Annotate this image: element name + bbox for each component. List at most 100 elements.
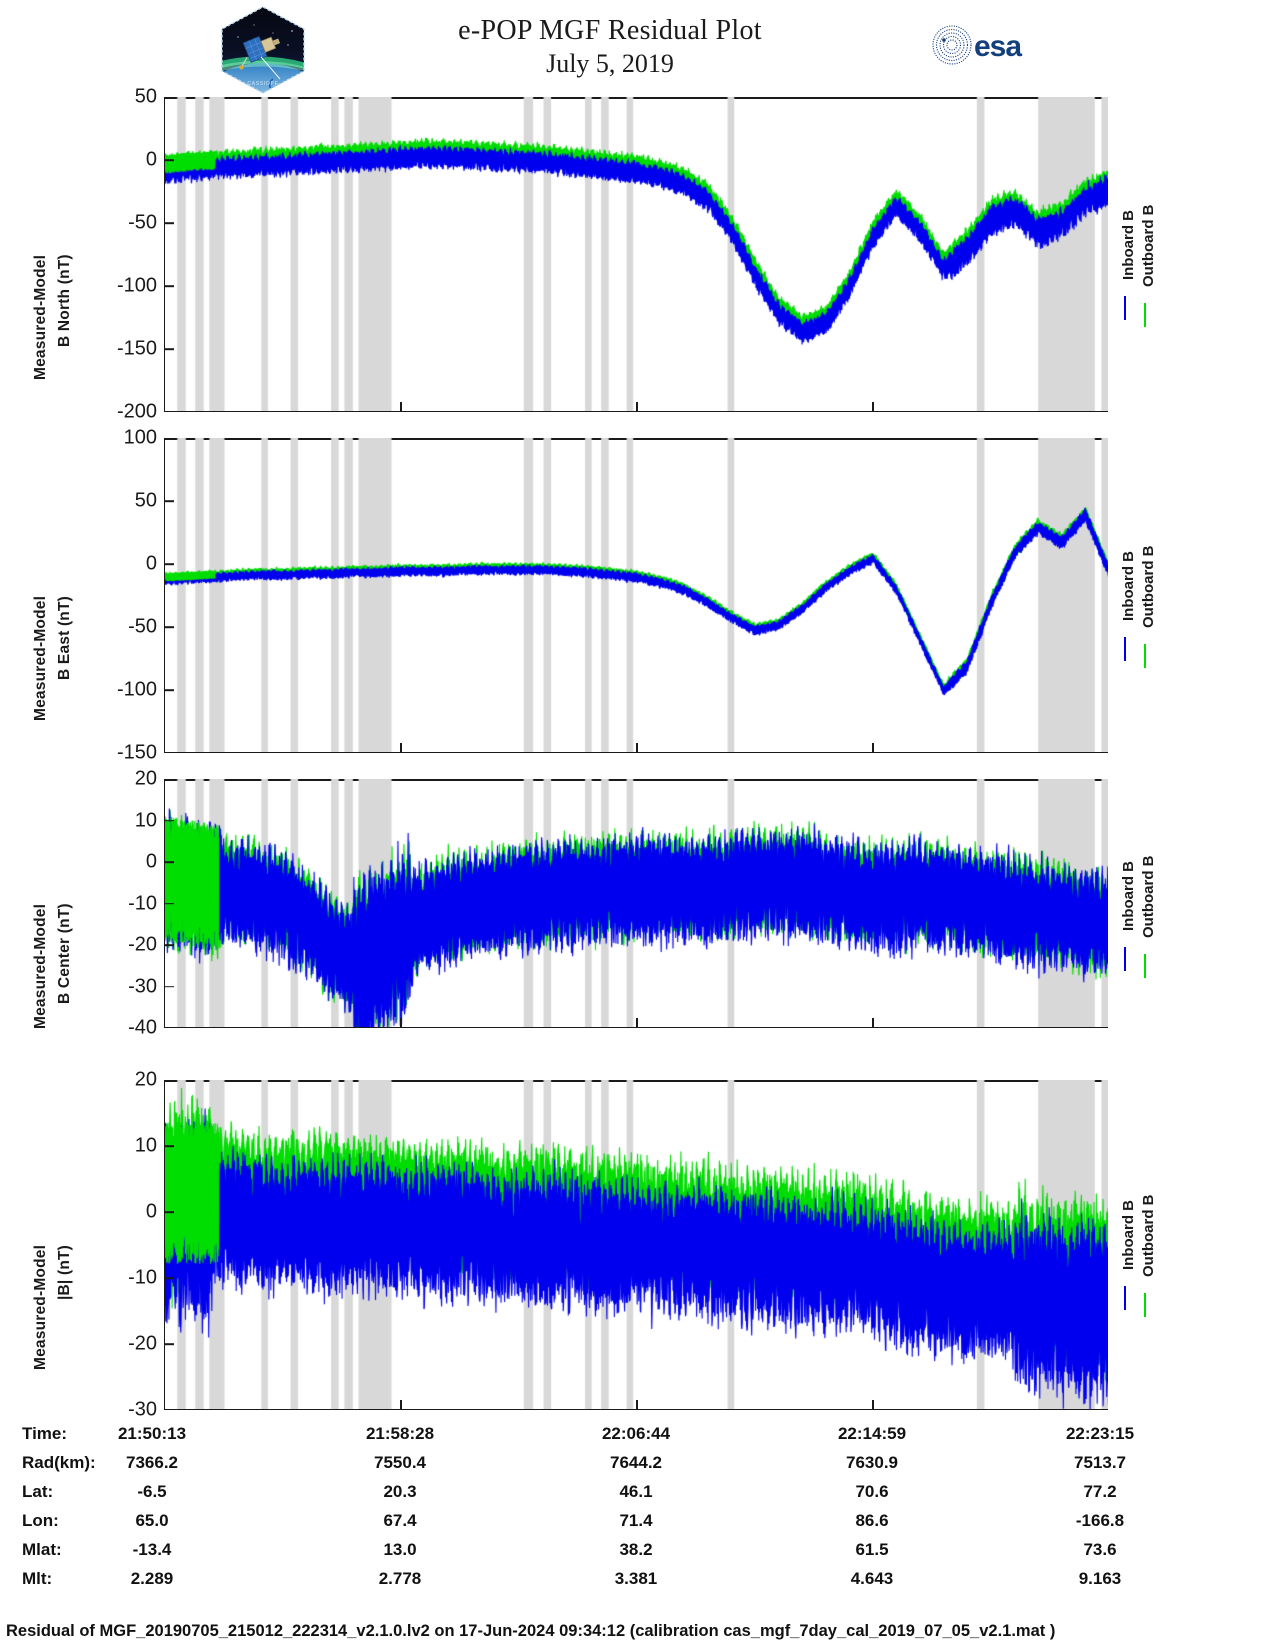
xtick-mark	[400, 1018, 402, 1027]
xtick-mark	[872, 1018, 874, 1027]
table-cell: 13.0	[383, 1540, 417, 1559]
footer-caption: Residual of MGF_20190705_215012_222314_v…	[6, 1622, 1056, 1640]
ytick-label: -30	[128, 975, 157, 997]
table-cell: 67.4	[383, 1511, 417, 1530]
legend-label-inboard: Inboard B	[1120, 861, 1137, 932]
page-title: e-POP MGF Residual Plot July 5, 2019	[330, 14, 890, 80]
table-cell: 20.3	[383, 1482, 417, 1501]
xtick-mark	[400, 743, 402, 752]
panel-b-center: Measured-Model B Center (nT) 20 10 0 -10 -20…	[32, 768, 1157, 1039]
ytick-mark	[165, 944, 174, 946]
axis-label-b-center: Measured-Model	[32, 903, 49, 1029]
axis-label-b-east: Measured-Model	[32, 595, 49, 721]
ytick-label: 0	[145, 850, 157, 873]
ytick-mark	[165, 902, 174, 905]
ytick-mark	[165, 1211, 174, 1213]
ytick-label: -30	[128, 1398, 157, 1421]
legend-swatch-inboard	[1124, 947, 1127, 972]
table-cell: 70.6	[855, 1482, 889, 1501]
table-row-label: Lon:	[22, 1511, 59, 1530]
table-cell: 9.163	[1078, 1569, 1122, 1588]
ytick-mark	[165, 689, 174, 691]
ytick-label: -100	[116, 678, 157, 701]
table-row-label: Time:	[22, 1424, 68, 1443]
legend-label-outboard: Outboard B	[1140, 855, 1157, 938]
ytick-label: -50	[128, 615, 157, 638]
mission-patch-label: CASSIOPE	[247, 81, 278, 87]
axis-label-b-north-2: B North (nT)	[56, 254, 73, 348]
table-cell: 2.778	[378, 1569, 422, 1588]
ytick-mark	[165, 819, 174, 822]
table-row-label: Mlt:	[22, 1569, 53, 1588]
xtick-mark	[872, 1400, 874, 1409]
cassiope-mission-patch-icon: CASSIOPE	[218, 5, 308, 95]
ytick-mark	[165, 159, 174, 161]
axis-label-b-center-2: B Center (nT)	[56, 903, 73, 1005]
ytick-label: 20	[134, 767, 157, 790]
legend-label-outboard: Outboard B	[1140, 545, 1157, 628]
series-canvas-b-north	[165, 97, 1108, 411]
xtick-mark	[872, 743, 874, 752]
table-cell: 38.2	[619, 1540, 653, 1559]
legend-b-magnitude: Inboard B Outboard B	[1116, 1080, 1186, 1410]
xtick-mark	[636, 1400, 638, 1409]
legend-b-center: Inboard B Outboard B	[1116, 779, 1186, 1028]
legend-swatch-inboard	[1124, 1286, 1127, 1311]
legend-label-inboard: Inboard B	[1120, 551, 1137, 622]
legend-swatch-inboard	[1124, 637, 1127, 662]
table-cell: 2.289	[130, 1569, 174, 1588]
legend-label-outboard: Outboard B	[1140, 204, 1157, 287]
legend-swatch-outboard	[1144, 302, 1147, 327]
legend-swatch-outboard	[1144, 1292, 1147, 1317]
ytick-label: -200	[116, 400, 157, 423]
table-cell: 22:06:44	[601, 1424, 671, 1443]
xtick-mark	[872, 402, 874, 411]
table-row: Mlt: 2.289 2.778 3.381 4.643 9.163	[0, 1569, 1275, 1598]
table-cell: 71.4	[619, 1511, 653, 1530]
ytick-label: 10	[134, 1134, 157, 1157]
legend-label-outboard: Outboard B	[1140, 1194, 1157, 1277]
xtick-mark	[636, 743, 638, 752]
plot-area-b-magnitude	[164, 1080, 1108, 1410]
xtick-mark	[636, 402, 638, 411]
panel-b-north: Measured-Model B North (nT) 50 0 -50 -100 -1…	[32, 86, 1157, 423]
table-row: Rad(km): 7366.2 7550.4 7644.2 7630.9 7513.7	[0, 1453, 1275, 1482]
esa-logo-text: esa	[974, 30, 1022, 63]
ytick-label: -100	[116, 274, 157, 297]
legend-label-inboard: Inboard B	[1120, 210, 1137, 281]
table-cell: 7550.4	[374, 1453, 426, 1472]
ytick-mark	[165, 1343, 174, 1345]
table-row: Mlat: -13.4 13.0 38.2 61.5 73.6	[0, 1540, 1275, 1569]
series-canvas-b-east	[165, 438, 1108, 752]
table-cell: -166.8	[1075, 1511, 1125, 1530]
plot-area-b-east	[164, 438, 1108, 753]
table-cell: 65.0	[135, 1511, 169, 1530]
table-cell: 7366.2	[126, 1453, 178, 1472]
table-cell: 46.1	[619, 1482, 653, 1501]
table-row: Time: 21:50:13 21:58:28 22:06:44 22:14:59 22:…	[0, 1424, 1275, 1453]
legend-label-inboard: Inboard B	[1120, 1200, 1137, 1271]
ytick-mark	[165, 1277, 174, 1279]
table-row: Lat: -6.5 20.3 46.1 70.6 77.2	[0, 1482, 1275, 1511]
axis-label-b-north: Measured-Model	[32, 254, 49, 380]
plot-area-b-north	[164, 97, 1108, 412]
ytick-mark	[165, 861, 174, 863]
ytick-mark	[165, 348, 174, 350]
ytick-label: -50	[128, 211, 157, 234]
legend-b-east: Inboard B Outboard B	[1116, 438, 1186, 753]
legend-swatch-outboard	[1144, 953, 1147, 978]
panel-b-magnitude: Measured-Model |B| (nT) 20 10 0 -10 -20 -30 In…	[32, 1069, 1157, 1421]
axis-label-b-magnitude-2: |B| (nT)	[56, 1244, 73, 1301]
table-cell: 21:50:13	[117, 1424, 187, 1443]
table-cell: -6.5	[137, 1482, 167, 1501]
ytick-label: -20	[128, 1332, 157, 1355]
ytick-label: -40	[128, 1016, 157, 1039]
ytick-mark	[165, 500, 174, 502]
table-cell: 61.5	[855, 1540, 889, 1559]
table-cell: 7644.2	[610, 1453, 662, 1472]
ytick-label: 0	[145, 552, 157, 575]
ytick-mark	[165, 285, 174, 287]
plot-area-b-center	[164, 779, 1108, 1028]
legend-swatch-inboard	[1124, 296, 1127, 321]
ytick-mark	[165, 626, 174, 628]
